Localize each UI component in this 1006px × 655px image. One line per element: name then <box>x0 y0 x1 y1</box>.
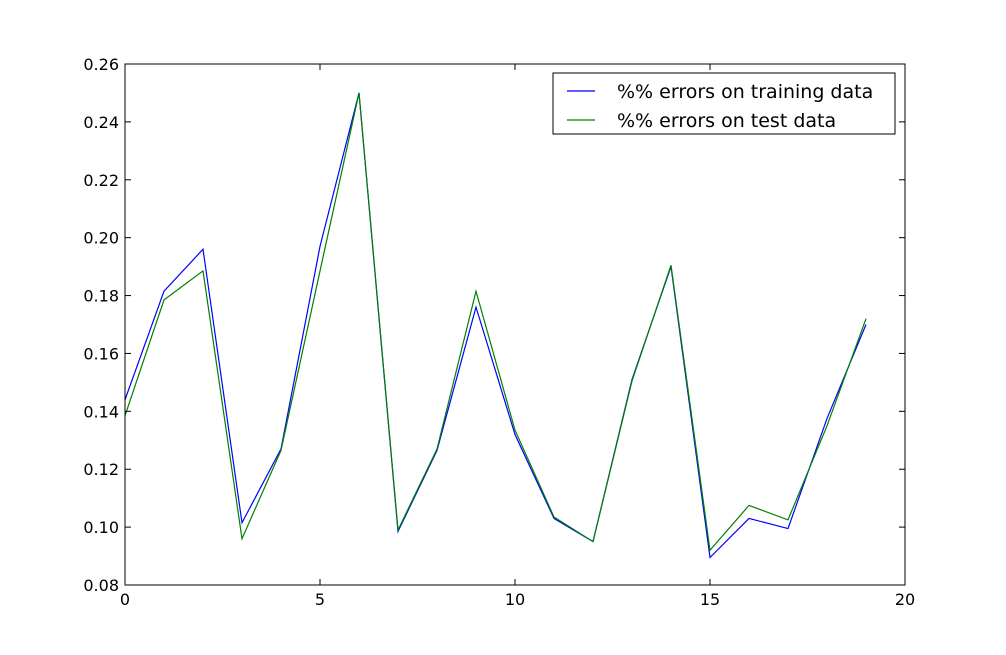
legend-label-0: %% errors on training data <box>617 81 873 103</box>
legend-items: %% errors on training data %% errors on t… <box>567 81 873 132</box>
x-tick-label: 5 <box>315 590 325 609</box>
y-tick-label: 0.12 <box>83 460 119 479</box>
x-axis: 0 5 10 15 20 <box>120 64 915 609</box>
legend-box <box>552 72 896 135</box>
series-layer <box>124 92 867 559</box>
plot-frame <box>124 63 906 586</box>
legend: %% errors on training data %% errors on t… <box>552 72 896 135</box>
series-line-0 <box>124 92 867 559</box>
y-tick-label: 0.10 <box>83 518 119 537</box>
y-tick-label: 0.26 <box>83 55 119 74</box>
x-tick-label: 20 <box>895 590 915 609</box>
y-tick-label: 0.22 <box>83 171 119 190</box>
series-line-1 <box>124 92 867 552</box>
y-tick-label: 0.18 <box>83 287 119 306</box>
y-tick-label: 0.08 <box>83 576 119 595</box>
legend-label-1: %% errors on test data <box>617 110 836 132</box>
x-tick-label: 0 <box>120 590 130 609</box>
x-tick-label: 10 <box>505 590 525 609</box>
y-tick-label: 0.14 <box>83 402 119 421</box>
y-axis: 0.08 0.10 0.12 0.14 0.16 0.18 0.20 0.22 0.24 0.26 <box>83 55 905 595</box>
y-tick-label: 0.20 <box>83 229 119 248</box>
y-tick-label: 0.24 <box>83 113 119 132</box>
y-tick-label: 0.16 <box>83 344 119 363</box>
x-tick-label: 15 <box>700 590 720 609</box>
